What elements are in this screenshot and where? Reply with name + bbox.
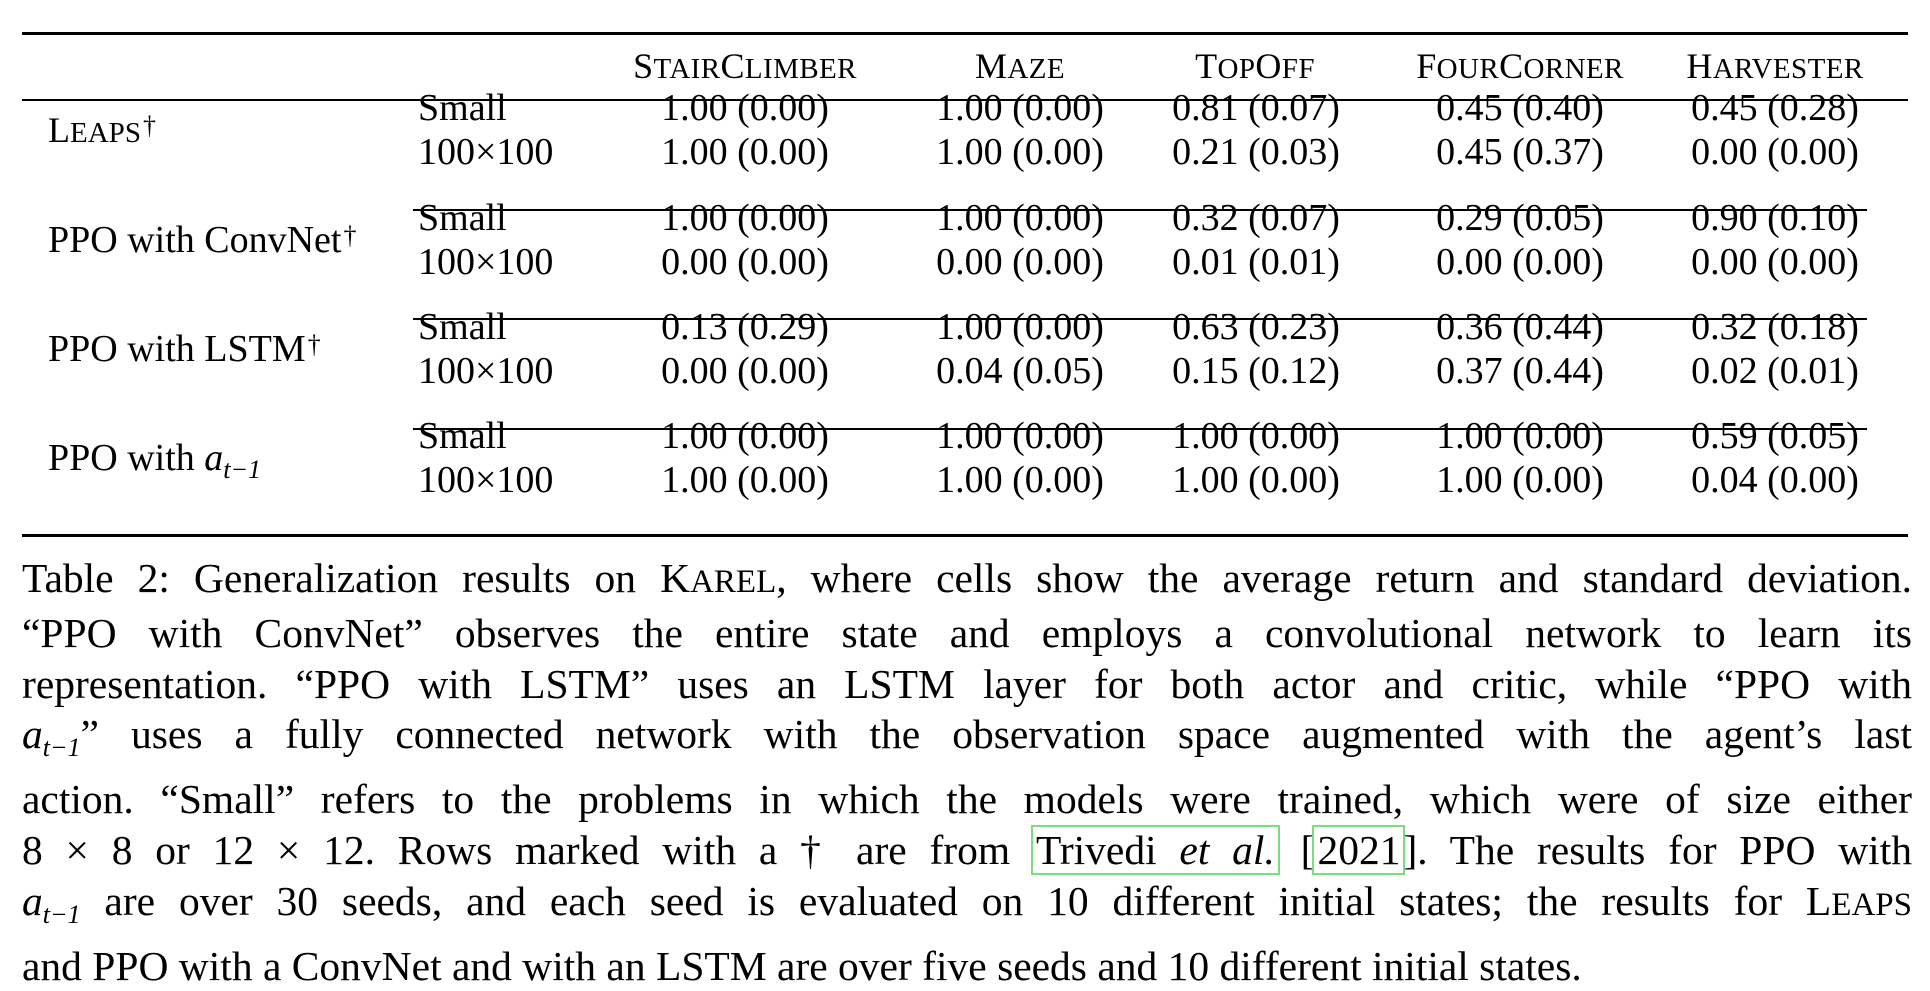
table-cell: 1.00 (0.00): [661, 131, 829, 173]
setting-label: 100×100: [418, 350, 554, 392]
table-cell: 0.81 (0.07): [1172, 87, 1340, 129]
table-cell: 0.00 (0.00): [1436, 241, 1604, 283]
table-cell: 0.63 (0.23): [1172, 306, 1340, 348]
table-cell: 1.00 (0.00): [936, 87, 1104, 129]
caption-text: , where cells show the average return an…: [776, 555, 1912, 601]
caption-text: [: [1277, 826, 1315, 873]
citation-link-author[interactable]: Trivedi et al.: [1030, 824, 1280, 875]
setting-label: Small: [418, 306, 507, 348]
table-cell: 0.45 (0.28): [1691, 87, 1859, 129]
group-divider-3: [413, 428, 1867, 430]
table-cell: 0.29 (0.05): [1436, 197, 1604, 239]
table-cell: 0.32 (0.18): [1691, 306, 1859, 348]
method-label: LEAPS†: [48, 108, 156, 155]
table-cell: 0.04 (0.00): [1691, 459, 1859, 501]
table-cell: 0.00 (0.00): [1691, 241, 1859, 283]
table-cell: 0.13 (0.29): [661, 306, 829, 348]
table-top-rule: [22, 32, 1908, 35]
action-variable: a: [22, 877, 43, 924]
table-cell: 1.00 (0.00): [661, 87, 829, 129]
column-header-harvester: HARVESTER: [1686, 46, 1864, 86]
setting-label: 100×100: [418, 131, 554, 173]
dagger-mark: †: [307, 330, 321, 359]
table-cell: 1.00 (0.00): [1436, 415, 1604, 457]
table-cell: 1.00 (0.00): [661, 459, 829, 501]
setting-label: Small: [418, 87, 507, 129]
table-cell: 0.04 (0.05): [936, 350, 1104, 392]
caption-line-5: action. “Small” refers to the problems i…: [22, 776, 1912, 823]
caption-line-6: 8 × 8 or 12 × 12. Rows marked with a † a…: [22, 824, 1912, 876]
table-cell: 0.45 (0.37): [1436, 131, 1604, 173]
table-cell: 1.00 (0.00): [1172, 415, 1340, 457]
table-cell: 0.37 (0.44): [1436, 350, 1604, 392]
caption-text: Table 2: Generalization results on: [22, 555, 661, 601]
table-caption: Table 2: Generalization results on KAREL…: [22, 553, 1912, 991]
column-header-topoff: TOPOFF: [1195, 46, 1315, 86]
caption-text: . The results for PPO with: [1417, 826, 1912, 873]
caption-text: 8 × 8 or 12 × 12. Rows marked with a † a…: [22, 826, 1033, 873]
caption-line-4: at−1” uses a fully connected network wit…: [22, 709, 1912, 774]
table-cell: 0.01 (0.01): [1172, 241, 1340, 283]
setting-label: Small: [418, 197, 507, 239]
setting-label: Small: [418, 415, 507, 457]
table-cell: 0.00 (0.00): [1691, 131, 1859, 173]
caption-text: ” uses a fully connected network with th…: [80, 711, 1912, 758]
table-cell: 0.00 (0.00): [936, 241, 1104, 283]
table-bottom-rule: [22, 534, 1908, 537]
table-cell: 0.00 (0.00): [661, 241, 829, 283]
table-cell: 0.21 (0.03): [1172, 131, 1340, 173]
table-cell: 1.00 (0.00): [936, 131, 1104, 173]
caption-text: ]: [1403, 826, 1418, 873]
table-cell: 1.00 (0.00): [936, 197, 1104, 239]
table-cell: 1.00 (0.00): [661, 415, 829, 457]
leaps-smallcaps: LEAPS: [48, 110, 141, 150]
table-cell: 0.59 (0.05): [1691, 415, 1859, 457]
method-label: PPO with ConvNet†: [48, 219, 357, 261]
table-cell: 1.00 (0.00): [1172, 459, 1340, 501]
table-cell: 0.00 (0.00): [661, 350, 829, 392]
table-cell: 1.00 (0.00): [936, 306, 1104, 348]
table-cell: 0.15 (0.12): [1172, 350, 1340, 392]
setting-label: 100×100: [418, 459, 554, 501]
table-cell: 0.90 (0.10): [1691, 197, 1859, 239]
action-subscript: t−1: [42, 899, 81, 929]
caption-line-2: “PPO with ConvNet” observes the entire s…: [22, 609, 1912, 656]
table-cell: 1.00 (0.00): [936, 415, 1104, 457]
action-variable: a: [22, 711, 43, 758]
action-subscript: t−1: [42, 733, 81, 763]
caption-line-8: and PPO with a ConvNet and with an LSTM …: [22, 942, 1582, 989]
table-cell: 1.00 (0.00): [936, 459, 1104, 501]
column-header-maze: MAZE: [974, 46, 1065, 86]
group-divider-1: [413, 209, 1867, 211]
dagger-mark: †: [142, 111, 156, 140]
table-cell: 0.36 (0.44): [1436, 306, 1604, 348]
caption-line-3: representation. “PPO with LSTM” uses an …: [22, 660, 1912, 707]
dagger-mark: †: [343, 221, 357, 250]
table-cell: 1.00 (0.00): [661, 197, 829, 239]
karel-smallcaps: KAREL: [660, 555, 777, 601]
leaps-smallcaps: LEAPS: [1805, 877, 1912, 924]
cite-etal: et al.: [1179, 826, 1275, 873]
table-cell: 0.45 (0.40): [1436, 87, 1604, 129]
method-label: PPO with at−1: [48, 437, 262, 484]
table-cell: 1.00 (0.00): [1436, 459, 1604, 501]
table-header-rule: [22, 99, 1908, 101]
table-cell: 0.32 (0.07): [1172, 197, 1340, 239]
citation-link-year[interactable]: 2021: [1312, 824, 1406, 875]
caption-text: are over 30 seeds, and each seed is eval…: [80, 877, 1806, 924]
group-divider-2: [413, 318, 1867, 320]
caption-line-1: Table 2: Generalization results on KAREL…: [22, 553, 1912, 608]
column-header-stairclimber: STAIRCLIMBER: [633, 46, 857, 86]
table-cell: 0.02 (0.01): [1691, 350, 1859, 392]
setting-label: 100×100: [418, 241, 554, 283]
column-header-fourcorner: FOURCORNER: [1416, 46, 1624, 86]
cite-author: Trivedi: [1035, 826, 1180, 873]
caption-line-7: at−1 are over 30 seeds, and each seed is…: [22, 876, 1912, 941]
method-label: PPO with LSTM†: [48, 328, 321, 370]
